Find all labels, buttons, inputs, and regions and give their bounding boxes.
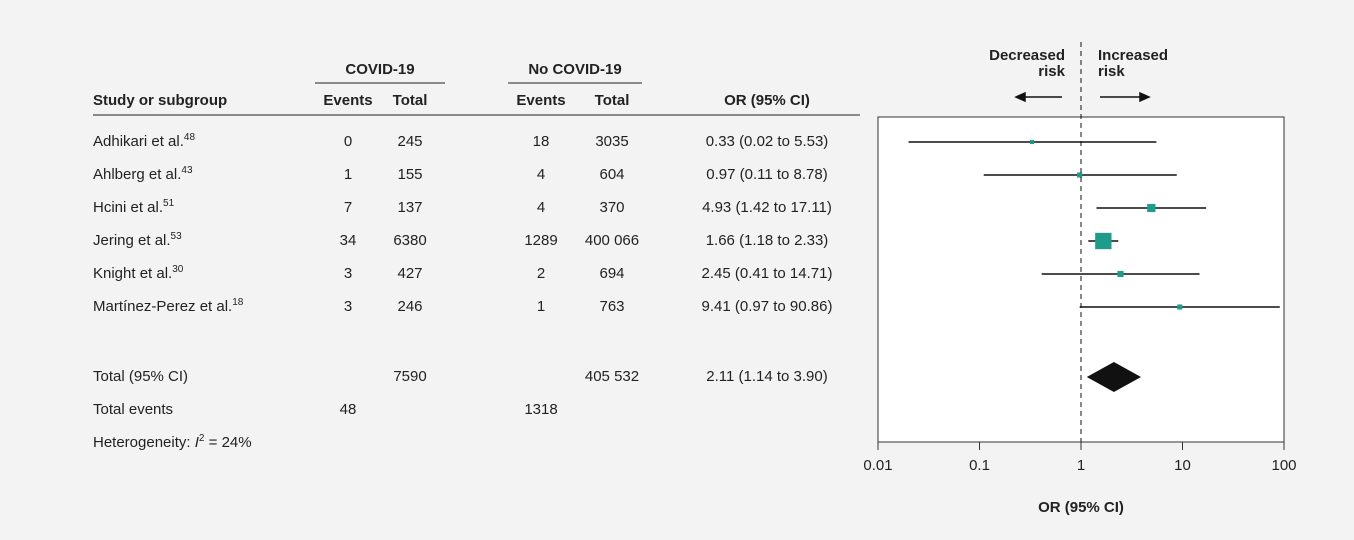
study-ref: 51: [163, 198, 175, 209]
cell: 1318: [524, 401, 557, 418]
heterogeneity: Heterogeneity: I2 = 24%: [93, 433, 252, 451]
or-square: [1030, 139, 1035, 145]
study-ref: 48: [184, 132, 196, 143]
cell: 155: [397, 166, 422, 183]
total-events-name: Total events: [93, 401, 173, 418]
group-header: COVID-19: [345, 61, 414, 78]
cell: 1: [344, 166, 352, 183]
cell: 400 066: [585, 232, 639, 249]
study-name: Adhikari et al.48: [93, 132, 195, 150]
cell: 1: [537, 298, 545, 315]
cell: 2: [537, 265, 545, 282]
cell: 6380: [393, 232, 426, 249]
study-ref: 43: [181, 165, 193, 176]
cell: 694: [599, 265, 624, 282]
cell: 2.11 (1.14 to 3.90): [706, 368, 827, 385]
x-tick-label: 0.1: [969, 457, 990, 474]
column-header: Total: [595, 92, 630, 109]
cell: 4: [537, 166, 545, 183]
het-symbol: I: [195, 434, 199, 451]
study-ref: 53: [171, 231, 183, 242]
cell: 18: [533, 133, 550, 150]
study-label: Jering et al.: [93, 232, 171, 249]
summary-diamond: [1086, 362, 1141, 392]
cell: 4: [537, 199, 545, 216]
study-name: Ahlberg et al.43: [93, 165, 193, 183]
cell: 245: [397, 133, 422, 150]
cell: 0.33 (0.02 to 5.53): [706, 133, 829, 150]
direction-label: risk: [1038, 63, 1065, 80]
total-name: Total (95% CI): [93, 368, 188, 385]
or-square: [1077, 172, 1083, 178]
column-header: Events: [516, 92, 565, 109]
study-ref: 18: [232, 297, 244, 308]
cell: 1.66 (1.18 to 2.33): [706, 232, 829, 249]
study-name: Hcini et al.51: [93, 198, 175, 216]
cell: 7590: [393, 368, 426, 385]
direction-label: Increased: [1098, 47, 1168, 64]
cell: 3: [344, 298, 352, 315]
direction-arrows: [1014, 91, 1151, 103]
x-tick-label: 100: [1271, 457, 1296, 474]
study-label: Knight et al.: [93, 265, 172, 282]
cell: 48: [340, 401, 357, 418]
cell: 3: [344, 265, 352, 282]
study-ref: 30: [172, 264, 184, 275]
cell: 9.41 (0.97 to 90.86): [702, 298, 833, 315]
x-tick-label: 1: [1077, 457, 1085, 474]
cell: 7: [344, 199, 352, 216]
study-label: Adhikari et al.: [93, 133, 184, 150]
study-name: Martínez-Perez et al.18: [93, 297, 244, 315]
column-header: Study or subgroup: [93, 92, 227, 109]
cell: 3035: [595, 133, 628, 150]
or-square: [1117, 270, 1124, 278]
cell: 427: [397, 265, 422, 282]
cell: 1289: [524, 232, 557, 249]
het-power: 2: [199, 433, 205, 444]
cell: 2.45 (0.41 to 14.71): [702, 265, 833, 282]
x-tick-label: 10: [1174, 457, 1191, 474]
cell: 604: [599, 166, 624, 183]
cell: 405 532: [585, 368, 639, 385]
direction-label: risk: [1098, 63, 1125, 80]
column-header: Events: [323, 92, 372, 109]
study-name: Jering et al.53: [93, 231, 182, 249]
or-square: [1177, 304, 1183, 310]
cell: 0: [344, 133, 352, 150]
study-label: Martínez-Perez et al.: [93, 298, 232, 315]
x-axis-title: OR (95% CI): [1038, 499, 1124, 516]
het-prefix: Heterogeneity:: [93, 434, 195, 451]
direction-label: Decreased: [989, 47, 1065, 64]
cell: 246: [397, 298, 422, 315]
column-header: Total: [393, 92, 428, 109]
column-header: OR (95% CI): [724, 92, 810, 109]
or-square: [1095, 232, 1112, 250]
cell: 0.97 (0.11 to 8.78): [706, 166, 827, 183]
het-suffix: = 24%: [204, 434, 251, 451]
study-name: Knight et al.30: [93, 264, 184, 282]
cell: 370: [599, 199, 624, 216]
study-label: Hcini et al.: [93, 199, 163, 216]
group-header: No COVID-19: [528, 61, 621, 78]
x-tick-label: 0.01: [863, 457, 892, 474]
cell: 137: [397, 199, 422, 216]
study-label: Ahlberg et al.: [93, 166, 181, 183]
cell: 763: [599, 298, 624, 315]
cell: 34: [340, 232, 357, 249]
cell: 4.93 (1.42 to 17.11): [702, 199, 832, 216]
or-square: [1147, 203, 1156, 213]
